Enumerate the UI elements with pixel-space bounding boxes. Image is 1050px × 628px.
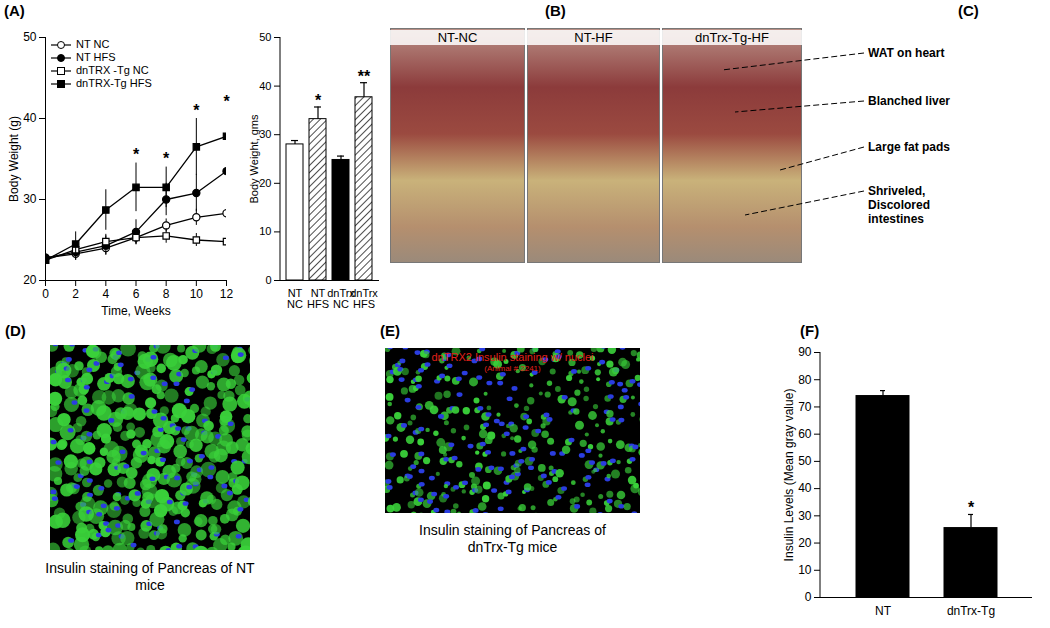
html-text:dnTRX2 Insulin staining w/ nuc: dnTRX2 Insulin staining w/ nuclei: [431, 351, 594, 363]
svg-text:*: *: [193, 102, 200, 119]
svg-text:20: 20: [798, 536, 812, 550]
html-text:NT HFS: NT HFS: [76, 51, 116, 63]
svg-text:12: 12: [220, 287, 234, 301]
html-text:NT-HF: NT-HF: [574, 30, 613, 45]
svg-text:10: 10: [190, 287, 204, 301]
html-text:Insulin staining of Pancreas o: Insulin staining of Pancreas of NT mice: [45, 560, 255, 593]
html-text:NT NC: NT NC: [76, 38, 110, 50]
html-text:dnTRX-Tg HFS: dnTRX-Tg HFS: [76, 77, 152, 89]
html-text:NT-NC: NT-NC: [437, 30, 478, 45]
html-text:(D): (D): [5, 322, 26, 339]
svg-text:Insulin Levels (Mean gray valu: Insulin Levels (Mean gray value): [782, 389, 796, 562]
svg-text:4: 4: [102, 287, 109, 301]
svg-text:20: 20: [259, 177, 271, 189]
svg-text:50: 50: [798, 454, 812, 468]
svg-text:NTHFS: NTHFS: [307, 287, 329, 310]
html-text:dnTrx-Tg-HF: dnTrx-Tg-HF: [695, 30, 769, 45]
html-text:(Animal # 2241): (Animal # 2241): [484, 364, 541, 373]
svg-text:0: 0: [42, 287, 49, 301]
html-text:(B): (B): [545, 2, 566, 19]
html-text:WAT on heart: WAT on heart: [868, 46, 945, 60]
html-text:(A): (A): [4, 2, 25, 19]
svg-text:20: 20: [23, 273, 37, 287]
svg-text:90: 90: [798, 345, 812, 359]
svg-text:dnTrx-Tg: dnTrx-Tg: [947, 604, 995, 618]
html-text:Blanched liver: Blanched liver: [868, 94, 950, 108]
svg-text:NT: NT: [875, 604, 892, 618]
svg-text:*: *: [968, 499, 975, 516]
svg-text:40: 40: [259, 80, 271, 92]
svg-text:50: 50: [23, 30, 37, 44]
svg-text:80: 80: [798, 373, 812, 387]
svg-text:Body Weight (g): Body Weight (g): [7, 116, 21, 202]
svg-text:*: *: [163, 150, 170, 167]
svg-text:30: 30: [259, 128, 271, 140]
svg-text:8: 8: [163, 287, 170, 301]
svg-text:*: *: [315, 92, 322, 109]
svg-text:50: 50: [259, 31, 271, 43]
html-text:NC: NC: [333, 298, 349, 311]
svg-text:0: 0: [805, 590, 812, 604]
svg-text:40: 40: [23, 111, 37, 125]
svg-text:30: 30: [23, 192, 37, 206]
html-text:(E): (E): [380, 322, 400, 339]
html-text:dnTRX -Tg NC: dnTRX -Tg NC: [76, 64, 149, 76]
svg-text:Time, Weeks: Time, Weeks: [101, 304, 170, 318]
html-text:Large fat pads: Large fat pads: [868, 140, 950, 154]
svg-text:6: 6: [133, 287, 140, 301]
svg-text:40: 40: [798, 481, 812, 495]
svg-text:*: *: [133, 146, 140, 163]
html-text:Shriveled, Discolored intestin: Shriveled, Discolored intestines: [868, 184, 930, 226]
svg-text:dnTrxHFS: dnTrxHFS: [350, 287, 378, 310]
html-text:dnTrx: dnTrx: [327, 287, 355, 300]
svg-text:0: 0: [265, 274, 271, 286]
svg-text:30: 30: [798, 509, 812, 523]
svg-text:60: 60: [798, 427, 812, 441]
html-text:(C): (C): [958, 2, 979, 19]
html-text:Insulin staining of Pancreas o: Insulin staining of Pancreas of dnTrx-Tg…: [419, 522, 606, 555]
svg-text:Body Weight, gms: Body Weight, gms: [248, 114, 260, 204]
html-text:(F): (F): [800, 322, 820, 339]
svg-text:10: 10: [798, 563, 812, 577]
svg-text:10: 10: [259, 225, 271, 237]
svg-text:**: **: [358, 68, 371, 85]
svg-text:70: 70: [798, 400, 812, 414]
svg-text:*: *: [223, 93, 230, 110]
svg-text:NTNC: NTNC: [287, 287, 303, 310]
svg-text:2: 2: [72, 287, 79, 301]
